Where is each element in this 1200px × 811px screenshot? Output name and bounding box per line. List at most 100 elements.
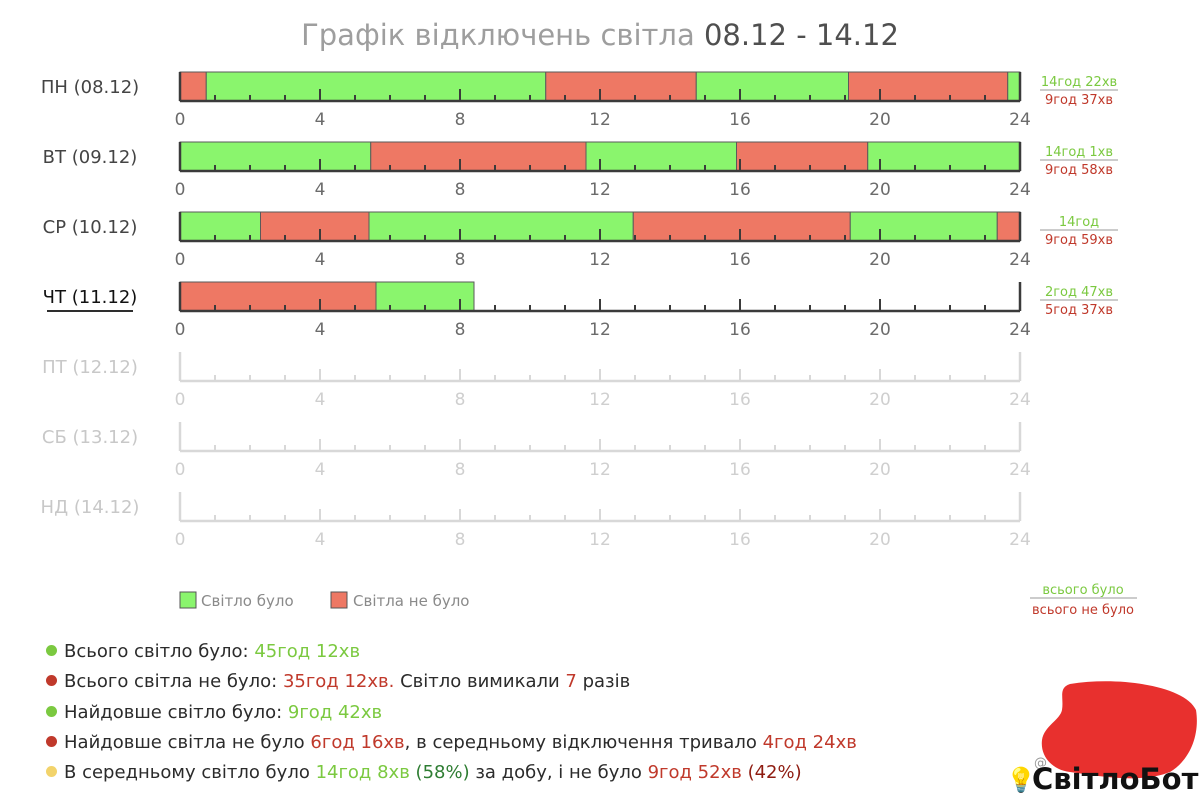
title-range: 08.12 - 14.12	[703, 18, 899, 52]
bar-segment-on	[585, 141, 737, 172]
red-dot-icon	[46, 736, 57, 747]
x-tick-label: 24	[1009, 180, 1031, 200]
x-tick-label: 20	[869, 180, 891, 200]
x-tick-label: 20	[869, 320, 891, 340]
x-tick-label: 4	[315, 530, 326, 550]
bar-segment-off	[179, 71, 207, 102]
x-tick-label: 24	[1009, 460, 1031, 480]
x-tick-label: 12	[589, 530, 611, 550]
x-tick-label: 8	[455, 460, 466, 480]
day-off-total: 5год 37хв	[1045, 303, 1113, 318]
day-on-total: 14год	[1059, 215, 1099, 230]
brand-logo: @	[1034, 681, 1197, 779]
x-tick-label: 12	[589, 390, 611, 410]
x-tick-label: 0	[175, 460, 186, 480]
day-label: СР (10.12)	[43, 217, 138, 238]
stat-longest-off: Найдовше світла не було 6год 16хв, в сер…	[46, 732, 857, 753]
x-tick-label: 0	[175, 320, 186, 340]
bar-segment-off	[370, 141, 587, 172]
green-dot-icon	[46, 645, 57, 656]
x-tick-label: 20	[869, 250, 891, 270]
x-tick-label: 4	[315, 180, 326, 200]
day-on-total: 14год 1хв	[1045, 145, 1113, 160]
x-tick-label: 0	[175, 110, 186, 130]
totals-key-on: всього було	[1042, 583, 1123, 598]
x-tick-label: 0	[175, 390, 186, 410]
x-tick-label: 24	[1009, 530, 1031, 550]
stat-average: В середньому світло було 14год 8хв (58%)…	[46, 762, 802, 783]
brand-handle: @	[1034, 756, 1047, 771]
x-tick-label: 12	[589, 180, 611, 200]
bar-segment-on	[849, 211, 998, 242]
x-tick-label: 0	[175, 180, 186, 200]
legend-on-swatch	[179, 591, 197, 609]
x-tick-label: 20	[869, 530, 891, 550]
x-tick-label: 16	[729, 460, 751, 480]
bar-segment-on	[1007, 71, 1021, 102]
green-dot-icon	[46, 706, 57, 717]
x-tick-label: 24	[1009, 320, 1031, 340]
x-tick-label: 16	[729, 320, 751, 340]
day-off-total: 9год 58хв	[1045, 163, 1113, 178]
x-tick-label: 8	[455, 110, 466, 130]
legend-off-label: Світла не було	[353, 592, 469, 610]
outage-chart: 0 4 8 12 16 20 24 ПН (08.12) 14год 22хв 9год 37хв…	[41, 71, 1137, 618]
stat-total-off: Всього світла не було: 35год 12хв. Світл…	[46, 671, 630, 692]
bar-segment-off	[260, 211, 370, 242]
bar-segment-off	[179, 281, 377, 312]
day-on-total: 14год 22хв	[1041, 75, 1117, 90]
bar-segment-on	[695, 71, 849, 102]
x-tick-label: 8	[455, 250, 466, 270]
x-tick-label: 4	[315, 390, 326, 410]
bar-segment-off	[848, 71, 1009, 102]
day-label: ПН (08.12)	[41, 77, 139, 98]
x-tick-label: 0	[175, 250, 186, 270]
x-tick-label: 8	[455, 530, 466, 550]
day-label: ПТ (12.12)	[42, 357, 138, 378]
title-prefix: Графік відключень світла	[301, 18, 695, 52]
bar-segment-on	[368, 211, 634, 242]
x-tick-label: 24	[1009, 390, 1031, 410]
bar-segment-off	[736, 141, 869, 172]
stat-longest-on: Найдовше світло було: 9год 42хв	[46, 702, 382, 723]
day-off-total: 9год 59хв	[1045, 233, 1113, 248]
x-tick-label: 12	[589, 460, 611, 480]
stat-total-on: Всього світло було: 45год 12хв	[46, 641, 360, 662]
chart-title: Графік відключень світла 08.12 - 14.12	[0, 18, 1200, 52]
x-tick-label: 16	[729, 530, 751, 550]
x-tick-label: 16	[729, 180, 751, 200]
brand-name: СвітлоБот	[1032, 762, 1199, 796]
red-dot-icon	[46, 675, 57, 686]
x-tick-label: 4	[315, 460, 326, 480]
x-tick-label: 8	[455, 320, 466, 340]
bar-segment-off	[545, 71, 697, 102]
bar-segment-on	[179, 211, 261, 242]
day-label: НД (14.12)	[41, 497, 140, 518]
x-tick-label: 16	[729, 250, 751, 270]
legend-off-swatch	[330, 591, 348, 609]
x-tick-label: 20	[869, 460, 891, 480]
x-tick-label: 24	[1009, 110, 1031, 130]
bar-segment-on	[179, 141, 372, 172]
day-on-total: 2год 47хв	[1045, 285, 1113, 300]
x-tick-label: 12	[589, 250, 611, 270]
x-tick-label: 12	[589, 110, 611, 130]
legend-on-label: Світло було	[201, 592, 294, 610]
x-tick-label: 4	[315, 320, 326, 340]
x-tick-label: 8	[455, 390, 466, 410]
x-tick-label: 0	[175, 530, 186, 550]
x-tick-label: 12	[589, 320, 611, 340]
x-tick-label: 24	[1009, 250, 1031, 270]
yellow-dot-icon	[46, 766, 57, 777]
day-label: СБ (13.12)	[42, 427, 138, 448]
day-label: ВТ (09.12)	[43, 147, 138, 168]
x-tick-label: 4	[315, 250, 326, 270]
day-off-total: 9год 37хв	[1045, 93, 1113, 108]
x-tick-label: 20	[869, 110, 891, 130]
lightbulb-icon: 💡	[1006, 766, 1036, 794]
bar-segment-off	[996, 211, 1021, 242]
x-tick-label: 16	[729, 110, 751, 130]
totals-key-off: всього не було	[1032, 603, 1134, 618]
day-label: ЧТ (11.12)	[43, 287, 138, 308]
bar-segment-off	[632, 211, 851, 242]
